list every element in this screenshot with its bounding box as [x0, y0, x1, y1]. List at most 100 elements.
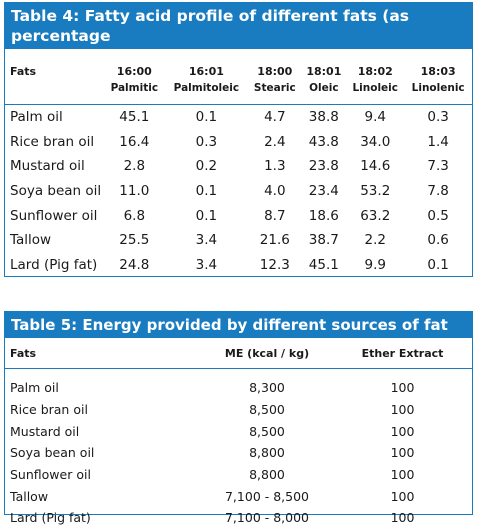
cell: 53.2 [360, 183, 391, 200]
fat-name: Tallow [10, 232, 52, 249]
ee-value: 100 [390, 510, 415, 526]
cell: 43.8 [308, 133, 339, 150]
table5-header: Fats ME (kcal / kg) Ether Extract [5, 338, 472, 369]
table-row: Tallow 7,100 - 8,500 100 [5, 485, 472, 507]
cell: 3.4 [195, 232, 218, 249]
col-code: 18:02 [357, 65, 393, 78]
me-value: 8,500 [249, 402, 285, 418]
cell: 0.5 [427, 207, 449, 224]
fat-name: Soya bean oil [10, 445, 95, 461]
me-value: 7,100 - 8,000 [224, 510, 310, 526]
fatty-acid-profile-table: Table 4: Fatty acid profile of different… [4, 2, 473, 277]
table-row: Soya bean oil 8,800 100 [5, 442, 472, 464]
col-name: Linolenic [404, 82, 472, 105]
col-name: Stearic [248, 82, 302, 105]
cell: 4.0 [264, 183, 286, 200]
cell: 0.1 [195, 183, 218, 200]
cell: 0.2 [195, 158, 218, 175]
cell: 9.9 [364, 256, 386, 273]
me-value: 8,300 [249, 380, 285, 396]
cell: 1.3 [264, 158, 286, 175]
cell: 0.1 [195, 207, 218, 224]
fat-name: Mustard oil [10, 423, 80, 439]
cell: 12.3 [259, 256, 290, 273]
me-value: 8,800 [249, 467, 285, 483]
cell: 34.0 [360, 133, 391, 150]
table5-ee-header: Ether Extract [333, 338, 472, 369]
col-code: 16:00 [116, 65, 152, 78]
table5-fats-header: Fats [5, 338, 201, 369]
table-row: Soya bean oil 11.0 0.1 4.0 23.4 53.2 7.8 [5, 179, 472, 204]
cell: 0.6 [427, 232, 449, 249]
col-code: 18:00 [257, 65, 293, 78]
col-name: Linoleic [346, 82, 405, 105]
cell: 2.2 [364, 232, 386, 249]
cell: 63.2 [360, 207, 391, 224]
cell: 0.3 [195, 133, 218, 150]
table-row: Tallow 25.5 3.4 21.6 38.7 2.2 0.6 [5, 228, 472, 253]
me-value: 7,100 - 8,500 [224, 488, 310, 504]
cell: 45.1 [308, 256, 339, 273]
table5-me-header: ME (kcal / kg) [201, 338, 333, 369]
cell: 11.0 [119, 183, 150, 200]
table4-title-line1: Table 4: Fatty acid profile of different… [11, 7, 410, 45]
fat-name: Lard (Pig fat) [10, 256, 98, 273]
cell: 0.1 [195, 109, 218, 126]
ee-value: 100 [390, 445, 415, 461]
table-row: Lard (Pig fat) 7,100 - 8,000 100 [5, 507, 472, 529]
cell: 1.4 [427, 133, 449, 150]
cell: 45.1 [119, 109, 150, 126]
fat-name: Sunflower oil [10, 207, 98, 224]
ee-value: 100 [390, 488, 415, 504]
ee-value: 100 [390, 423, 415, 439]
cell: 3.4 [195, 256, 218, 273]
table-row: Sunflower oil 6.8 0.1 8.7 18.6 63.2 0.5 [5, 203, 472, 228]
cell: 18.6 [308, 207, 339, 224]
cell: 38.7 [308, 232, 339, 249]
table4-fats-header: Fats [10, 65, 37, 78]
cell: 7.3 [427, 158, 449, 175]
fat-name: Rice bran oil [10, 402, 88, 418]
cell: 0.1 [427, 256, 449, 273]
fat-name: Rice bran oil [10, 133, 95, 150]
fat-name: Sunflower oil [10, 467, 91, 483]
table5-grid: Fats ME (kcal / kg) Ether Extract Palm o… [5, 338, 472, 529]
cell: 38.8 [308, 109, 339, 126]
fat-name: Tallow [10, 488, 49, 504]
fat-energy-table: Table 5: Energy provided by different so… [4, 311, 473, 525]
fat-name: Soya bean oil [10, 183, 102, 200]
me-value: 8,500 [249, 423, 285, 439]
me-value: 8,800 [249, 445, 285, 461]
ee-value: 100 [390, 402, 415, 418]
fat-name: Palm oil [10, 380, 59, 396]
ee-value: 100 [390, 380, 415, 396]
table4-header-names: Palmitic Palmitoleic Stearic Oleic Linol… [5, 82, 472, 105]
col-name: Palmitic [104, 82, 165, 105]
cell: 8.7 [264, 207, 286, 224]
table-row: Palm oil 45.1 0.1 4.7 38.8 9.4 0.3 [5, 105, 472, 130]
cell: 16.4 [119, 133, 150, 150]
col-code: 16:01 [188, 65, 224, 78]
cell: 23.4 [308, 183, 339, 200]
cell: 23.8 [308, 158, 339, 175]
cell: 9.4 [364, 109, 386, 126]
fat-name: Mustard oil [10, 158, 85, 175]
table-row: Sunflower oil 8,800 100 [5, 464, 472, 486]
cell: 4.7 [264, 109, 286, 126]
col-code: 18:03 [420, 65, 456, 78]
table4-title: Table 4: Fatty acid profile of different… [5, 3, 472, 65]
cell: 2.8 [123, 158, 146, 175]
col-code: 18:01 [306, 65, 342, 78]
table-row: Mustard oil 8,500 100 [5, 420, 472, 442]
cell: 7.8 [427, 183, 449, 200]
fat-name: Palm oil [10, 109, 63, 126]
cell: 24.8 [119, 256, 150, 273]
table4-header-codes: Fats 16:00 16:01 18:00 18:01 18:02 18:03 [5, 49, 472, 82]
cell: 14.6 [360, 158, 391, 175]
cell: 21.6 [259, 232, 290, 249]
table-row: Rice bran oil 8,500 100 [5, 399, 472, 421]
table-row: Lard (Pig fat) 24.8 3.4 12.3 45.1 9.9 0.… [5, 253, 472, 278]
table-row: Mustard oil 2.8 0.2 1.3 23.8 14.6 7.3 [5, 154, 472, 179]
table4-title-line2: of total fats) [83, 47, 194, 65]
col-name: Palmitoleic [164, 82, 249, 105]
